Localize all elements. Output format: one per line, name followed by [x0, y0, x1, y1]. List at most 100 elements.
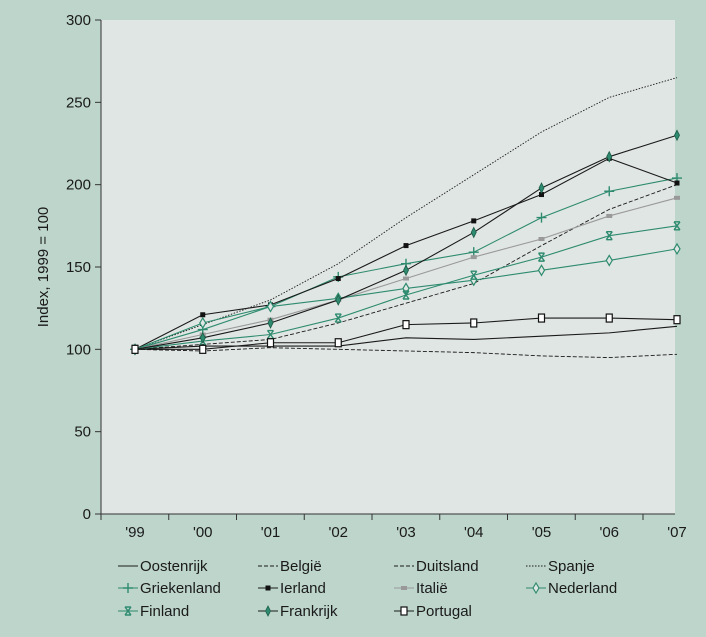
- data-point: [674, 129, 680, 142]
- x-tick-label: '05: [532, 524, 552, 541]
- data-point: [402, 282, 410, 295]
- y-tick-label: 250: [66, 94, 91, 111]
- legend-item: Portugal: [394, 603, 472, 620]
- legend-label: Frankrijk: [280, 603, 338, 620]
- legend-item: Frankrijk: [258, 603, 338, 620]
- data-point: [537, 252, 546, 262]
- data-point: [470, 270, 478, 280]
- series-line: [134, 325, 678, 350]
- data-point: [673, 221, 681, 231]
- data-point: [606, 150, 613, 163]
- legend-label: Italië: [416, 580, 448, 597]
- series-duitsland: [134, 347, 678, 359]
- legend-swatch-marker: [124, 606, 132, 616]
- legend-item: Oostenrijk: [118, 558, 208, 575]
- data-point: [605, 231, 613, 241]
- data-point: [403, 276, 409, 281]
- y-tick-label: 50: [74, 424, 91, 441]
- series-line: [134, 347, 678, 359]
- legend-swatch-marker: [400, 606, 408, 616]
- data-point: [604, 186, 615, 197]
- legend-label: Portugal: [416, 603, 472, 620]
- x-tick-label: '01: [261, 524, 281, 541]
- data-point: [470, 226, 477, 239]
- data-point: [539, 192, 544, 198]
- data-point: [537, 313, 546, 323]
- data-point: [673, 315, 681, 325]
- series-belgië: [134, 184, 678, 350]
- data-point: [402, 320, 410, 330]
- data-point: [200, 312, 206, 318]
- series-line: [134, 184, 678, 350]
- legend-item: Duitsland: [394, 558, 479, 575]
- legend-item: Finland: [118, 603, 189, 620]
- legend-swatch-marker: [265, 585, 271, 591]
- legend-label: Ierland: [280, 580, 326, 597]
- data-point: [199, 331, 206, 344]
- legend-label: Spanje: [548, 558, 595, 575]
- series-frankrijk: [132, 129, 680, 356]
- x-tick-label: '06: [599, 524, 619, 541]
- data-point: [267, 317, 274, 329]
- x-tick-label: '00: [193, 524, 213, 541]
- legend-item: België: [258, 558, 322, 575]
- x-tick-label: '04: [464, 524, 484, 541]
- y-tick-label: 100: [66, 341, 91, 358]
- legend-item: Nederland: [526, 580, 617, 597]
- x-tick-label: '03: [396, 524, 416, 541]
- data-point: [199, 344, 207, 354]
- data-point: [403, 243, 409, 249]
- series-spanje: [134, 77, 678, 350]
- legend-item: Italië: [394, 580, 448, 597]
- legend-swatch-marker: [532, 581, 540, 595]
- data-point: [266, 338, 275, 348]
- x-tick-label: '99: [125, 524, 145, 541]
- data-point: [673, 242, 681, 256]
- legend-swatch-marker: [123, 583, 133, 593]
- data-point: [402, 290, 410, 300]
- data-point: [403, 264, 409, 277]
- series-portugal: [131, 313, 681, 354]
- legend-label: Griekenland: [140, 580, 221, 597]
- series-nederland: [131, 242, 681, 356]
- data-point: [470, 318, 478, 328]
- data-point: [538, 182, 545, 194]
- data-point: [538, 237, 545, 242]
- data-point: [537, 264, 546, 277]
- series-line: [134, 77, 678, 350]
- data-point: [674, 180, 680, 186]
- legend-label: België: [280, 558, 322, 575]
- legend-swatch-marker: [265, 605, 271, 617]
- data-point: [266, 300, 275, 313]
- y-tick-label: 150: [66, 259, 91, 276]
- axes: 0 50 100 150 200 250 300 '99 '00 '01 '02 '03 '04 '05 '…: [66, 12, 687, 541]
- y-tick-label: 300: [66, 12, 91, 29]
- legend-label: Finland: [140, 603, 189, 620]
- data-point: [470, 255, 477, 260]
- series-oostenrijk: [134, 325, 678, 350]
- series-layer: [130, 77, 682, 359]
- data-point: [334, 313, 342, 323]
- y-tick-label: 200: [66, 177, 91, 194]
- data-point: [674, 195, 680, 200]
- data-point: [536, 212, 547, 223]
- legend-label: Nederland: [548, 580, 617, 597]
- y-tick-label: 0: [83, 506, 91, 523]
- data-point: [471, 218, 477, 224]
- data-point: [334, 338, 342, 348]
- legend-item: Griekenland: [118, 580, 221, 597]
- legend-swatch-marker: [401, 586, 407, 590]
- data-point: [606, 213, 613, 218]
- legend-label: Duitsland: [416, 558, 479, 575]
- data-point: [605, 254, 613, 267]
- data-point: [199, 316, 207, 330]
- data-point: [335, 276, 341, 282]
- legend: Oostenrijk België Duitsland Spanje Griekenla…: [118, 558, 617, 620]
- x-tick-label: '02: [328, 524, 348, 541]
- legend-label: Oostenrijk: [140, 558, 208, 575]
- legend-item: Spanje: [526, 558, 595, 575]
- data-point: [335, 294, 342, 306]
- legend-item: Ierland: [258, 580, 326, 597]
- x-tick-label: '07: [667, 524, 687, 541]
